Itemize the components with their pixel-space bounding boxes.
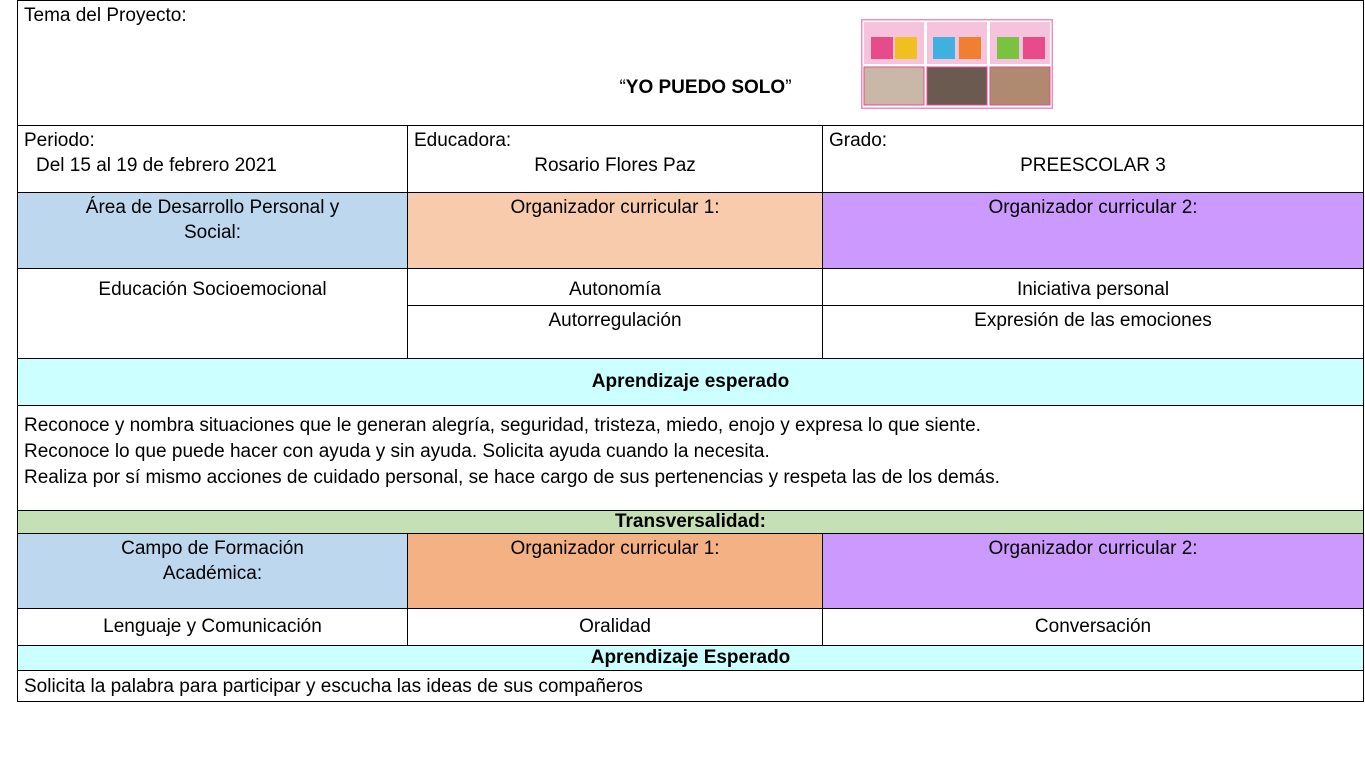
project-title: “YO PUEDO SOLO” <box>18 75 1365 100</box>
field-heading: Campo de Formación Académica: <box>17 533 408 609</box>
label: Grado: <box>829 130 888 151</box>
header-cell: Tema del Proyecto: “YO PUEDO SOLO” <box>17 0 1364 126</box>
org-value: Expresión de las emociones <box>822 305 1364 359</box>
area-value: Educación Socioemocional <box>17 268 408 359</box>
header-label: Tema del Proyecto: <box>24 5 187 26</box>
org-value: Autorregulación <box>407 305 823 359</box>
section-heading: Transversalidad: <box>17 510 1364 534</box>
section-heading: Aprendizaje esperado <box>17 358 1364 406</box>
learning-text: Solicita la palabra para participar y es… <box>17 670 1364 702</box>
info-cell: Educadora: Rosario Flores Paz <box>407 125 823 193</box>
quote: “ <box>619 77 626 98</box>
org-value: Oralidad <box>407 608 823 646</box>
area-heading: Área de Desarrollo Personal y Social: <box>17 192 408 269</box>
text-line: Reconoce lo que puede hacer con ayuda y … <box>24 441 770 462</box>
section-heading: Aprendizaje Esperado <box>17 645 1364 671</box>
value: Rosario Flores Paz <box>534 155 696 176</box>
org-value: Conversación <box>822 608 1364 646</box>
info-cell: Periodo: Del 15 al 19 de febrero 2021 <box>17 125 408 193</box>
title: YO PUEDO SOLO <box>625 77 786 98</box>
value: PREESCOLAR 3 <box>1020 155 1166 176</box>
line: Campo de Formación <box>121 538 304 559</box>
quote: ” <box>785 77 792 98</box>
org-value: Autonomía <box>407 268 823 306</box>
label: Educadora: <box>414 130 512 151</box>
value: Del 15 al 19 de febrero 2021 <box>36 155 277 176</box>
org-value: Iniciativa personal <box>822 268 1364 306</box>
org-heading: Organizador curricular 1: <box>407 533 823 609</box>
org-heading: Organizador curricular 2: <box>822 533 1364 609</box>
info-cell: Grado: PREESCOLAR 3 <box>822 125 1364 193</box>
org-heading: Organizador curricular 2: <box>822 192 1364 269</box>
line: Académica: <box>162 563 263 584</box>
text-line: Reconoce y nombra situaciones que le gen… <box>24 415 981 436</box>
line: Social: <box>183 222 242 243</box>
text-line: Realiza por sí mismo acciones de cuidado… <box>24 467 1000 488</box>
field-value: Lenguaje y Comunicación <box>17 608 408 646</box>
label: Periodo: <box>24 130 95 151</box>
org-heading: Organizador curricular 1: <box>407 192 823 269</box>
learning-text: Reconoce y nombra situaciones que le gen… <box>17 405 1364 511</box>
line: Área de Desarrollo Personal y <box>85 197 340 218</box>
logo <box>861 19 1053 109</box>
